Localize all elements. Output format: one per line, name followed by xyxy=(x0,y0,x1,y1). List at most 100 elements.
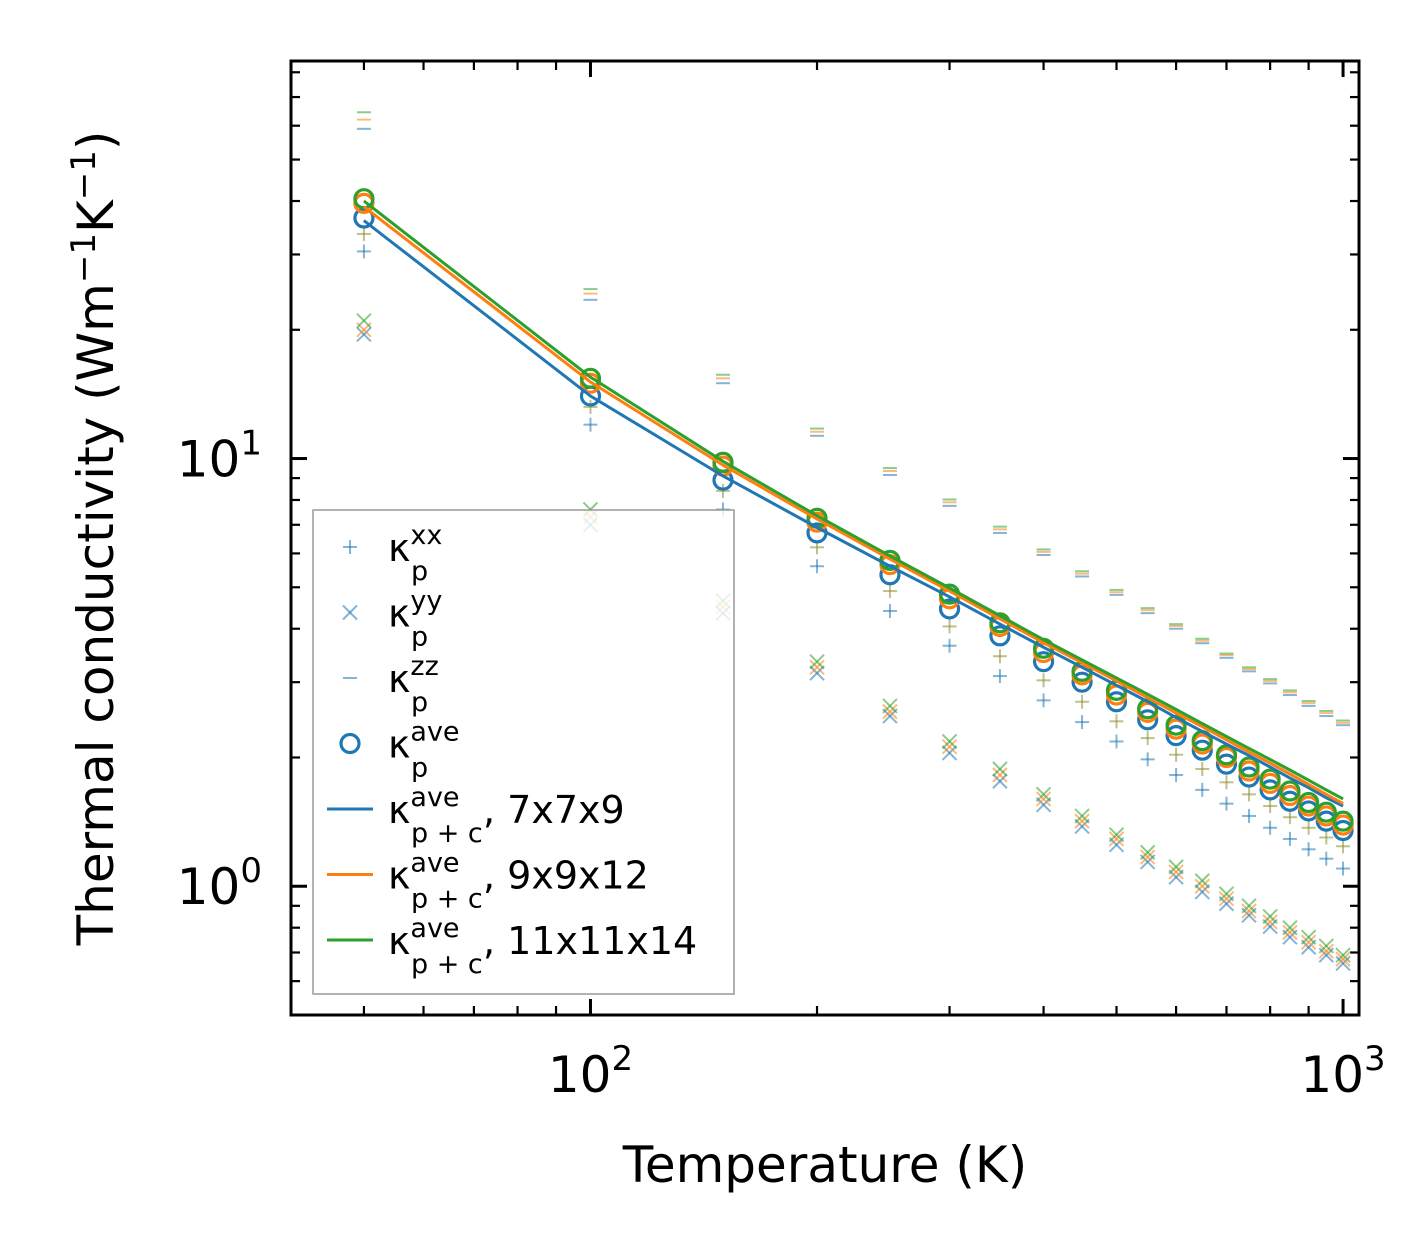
data-point xyxy=(1218,886,1235,902)
data-point xyxy=(1035,786,1052,803)
data-point xyxy=(1074,808,1090,824)
data-point xyxy=(579,367,602,389)
legend-label: κxx p xyxy=(388,520,442,587)
data-point xyxy=(1259,768,1281,790)
data-point xyxy=(1300,929,1317,945)
legend-marker-swatch xyxy=(343,540,357,554)
data-point xyxy=(1035,791,1052,807)
data-point xyxy=(992,773,1008,789)
legend-entry: κxx p xyxy=(343,520,442,587)
data-point xyxy=(989,625,1011,647)
legend-entry: κyy p xyxy=(342,586,442,653)
data-point xyxy=(356,226,371,241)
data-point xyxy=(1036,673,1051,688)
data-point xyxy=(1263,820,1278,835)
data-point xyxy=(942,619,957,634)
data-point xyxy=(992,761,1008,777)
series-line-kpc_11x11x14 xyxy=(362,199,1344,801)
data-point xyxy=(1191,739,1213,761)
legend-label: κave p xyxy=(388,717,460,784)
y-tick-label: 100 xyxy=(177,851,262,916)
data-point xyxy=(1282,924,1298,941)
data-point xyxy=(1315,801,1337,823)
data-point xyxy=(941,745,958,761)
data-point xyxy=(1238,756,1260,778)
data-point xyxy=(1242,808,1257,823)
data-point xyxy=(1282,810,1297,825)
data-point xyxy=(1238,766,1260,788)
data-point xyxy=(1242,787,1257,802)
plot-frame xyxy=(289,59,1361,1017)
data-point xyxy=(1195,782,1210,797)
data-point xyxy=(1168,859,1184,875)
data-point xyxy=(583,399,598,414)
data-point xyxy=(1108,831,1125,847)
data-point xyxy=(1282,831,1297,846)
tick-labels: 102 103 100 101 xyxy=(177,424,1386,1104)
data-point xyxy=(809,659,825,676)
data-point xyxy=(1194,884,1210,900)
data-point xyxy=(938,598,961,620)
data-point xyxy=(941,733,958,750)
series-line-kpc_7x7x9 xyxy=(362,219,1344,808)
legend-marker-swatch xyxy=(342,604,358,621)
data-point xyxy=(992,669,1007,684)
series-line-kpc_9x9x12 xyxy=(362,205,1344,805)
data-point xyxy=(1335,951,1351,967)
y-axis-label: Thermal conductivity (Wm−1K−1) xyxy=(64,131,125,947)
data-point xyxy=(1263,799,1278,814)
data-point xyxy=(1032,651,1055,673)
data-point xyxy=(1194,878,1210,894)
data-point xyxy=(1137,698,1159,720)
data-point xyxy=(809,653,825,670)
data-point xyxy=(882,703,898,720)
data-point xyxy=(356,313,372,329)
data-point xyxy=(1165,725,1187,747)
data-point xyxy=(1140,731,1155,746)
legend-label: κzz p xyxy=(388,651,439,718)
data-point xyxy=(1332,810,1354,832)
data-point xyxy=(1318,938,1334,954)
legend-entry: κave p xyxy=(339,717,460,784)
legend-entry: κave p + c, 9x9x12 xyxy=(327,848,649,915)
legend-label: κyy p xyxy=(388,586,442,653)
data-point xyxy=(882,584,897,599)
data-point xyxy=(1109,734,1124,749)
series-kzz_7x7x9 xyxy=(356,127,1351,727)
data-point xyxy=(1301,842,1316,857)
data-point xyxy=(1300,934,1317,950)
data-point xyxy=(1279,780,1301,802)
legend-frame xyxy=(312,509,735,995)
series-kyy_11x11x14 xyxy=(356,313,1351,963)
data-point xyxy=(1075,715,1090,730)
data-point xyxy=(1168,864,1184,880)
data-point xyxy=(1215,753,1238,775)
legend-label: κave p + c, 9x9x12 xyxy=(388,848,649,915)
data-point xyxy=(1319,851,1334,866)
data-point xyxy=(1139,844,1156,861)
data-point xyxy=(1219,775,1234,790)
data-point xyxy=(1140,752,1155,767)
data-point xyxy=(1137,709,1159,731)
legend-entry: κave p + c, 11x11x14 xyxy=(327,913,697,980)
data-point xyxy=(1195,761,1210,776)
data-series xyxy=(353,111,1354,972)
data-point xyxy=(1071,671,1093,693)
data-point xyxy=(1241,898,1257,914)
legend-marker-swatch xyxy=(339,732,361,755)
data-point xyxy=(882,698,898,714)
data-point xyxy=(1318,943,1334,959)
data-point xyxy=(942,638,957,653)
x-tick-label: 103 xyxy=(1300,1039,1385,1104)
data-point xyxy=(1319,830,1334,845)
series-kyy_7x7x9 xyxy=(356,326,1351,972)
data-point xyxy=(1075,694,1090,709)
data-point xyxy=(810,559,825,574)
data-point xyxy=(1282,919,1298,936)
data-point xyxy=(1108,826,1125,843)
data-point xyxy=(1109,714,1124,729)
data-point xyxy=(1301,820,1316,835)
data-point xyxy=(1298,791,1320,814)
